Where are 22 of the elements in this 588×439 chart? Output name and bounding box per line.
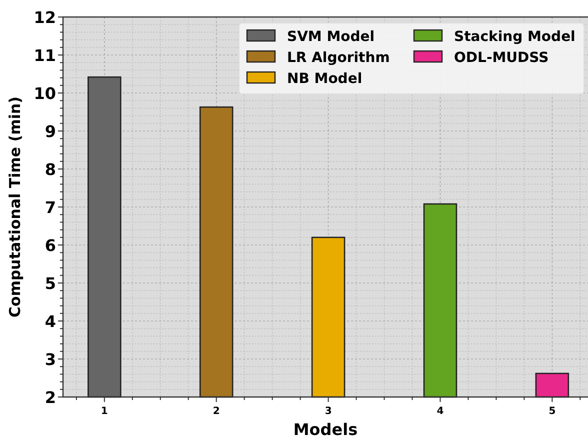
y-tick-label: 4 <box>44 312 56 331</box>
x-tick-label: 4 <box>436 406 444 417</box>
x-tick-label: 3 <box>324 406 332 417</box>
y-tick-label: 5 <box>44 274 56 293</box>
legend-label: NB Model <box>287 71 362 87</box>
y-tick-label: 7 <box>44 198 56 217</box>
y-tick-label: 11 <box>34 46 56 65</box>
legend-label: Stacking Model <box>454 29 576 45</box>
y-tick-label: 9 <box>44 122 56 141</box>
legend-label: LR Algorithm <box>287 50 390 66</box>
y-tick-label: 8 <box>44 160 56 179</box>
y-tick-label: 3 <box>44 350 56 369</box>
x-tick-label: 1 <box>100 406 108 417</box>
y-tick-label: 10 <box>34 84 56 103</box>
legend-label: SVM Model <box>287 29 375 45</box>
y-tick-label: 12 <box>34 8 56 27</box>
x-axis-title: Models <box>293 420 358 439</box>
y-axis-title: Computational Time (min) <box>6 96 24 318</box>
legend-label: ODL-MUDSS <box>454 50 549 66</box>
x-tick-label: 5 <box>548 406 556 417</box>
y-tick-label: 6 <box>44 236 56 255</box>
x-tick-label: 2 <box>212 406 220 417</box>
